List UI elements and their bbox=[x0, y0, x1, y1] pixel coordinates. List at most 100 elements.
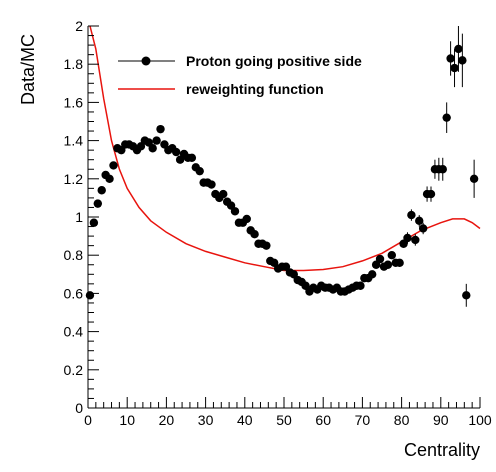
data-point bbox=[395, 258, 404, 268]
point-marker bbox=[407, 210, 416, 220]
y-tick-label: 0.8 bbox=[64, 247, 84, 263]
data-point bbox=[356, 281, 365, 290]
data-point bbox=[250, 229, 259, 239]
y-tick-label: 2 bbox=[75, 18, 83, 34]
series-line-reweighting-function bbox=[89, 25, 481, 272]
axes-layer: 0 10 20 30 40 50 60 70 80 90 100 0 0.2 0.4 0.6 0.8 1 1.2 1… bbox=[64, 18, 492, 428]
point-marker bbox=[438, 165, 447, 174]
data-point bbox=[368, 270, 377, 279]
point-marker bbox=[383, 260, 393, 269]
data-point bbox=[407, 209, 416, 221]
point-marker bbox=[187, 153, 197, 162]
data-point bbox=[187, 153, 197, 162]
point-marker bbox=[89, 218, 99, 227]
point-marker bbox=[172, 147, 181, 157]
data-point bbox=[426, 186, 436, 202]
point-marker bbox=[418, 224, 428, 233]
legend: Proton going positive side reweighting f… bbox=[118, 53, 362, 97]
data-point bbox=[446, 41, 455, 76]
point-marker bbox=[458, 56, 467, 65]
point-marker bbox=[148, 144, 157, 153]
data-point bbox=[230, 207, 240, 216]
x-tick-label: 0 bbox=[84, 412, 92, 428]
legend-label-reweighting: reweighting function bbox=[186, 81, 324, 97]
data-point bbox=[383, 260, 393, 269]
point-marker bbox=[446, 54, 455, 63]
data-point bbox=[469, 159, 479, 198]
data-point bbox=[148, 144, 157, 153]
y-tick-label: 1.6 bbox=[64, 94, 84, 110]
point-marker bbox=[375, 254, 385, 264]
y-tick-label: 1.8 bbox=[64, 56, 84, 72]
point-marker bbox=[152, 136, 161, 145]
point-marker bbox=[368, 270, 377, 279]
data-point bbox=[454, 26, 463, 72]
point-marker bbox=[156, 124, 165, 134]
y-tick-label: 0.4 bbox=[64, 324, 84, 340]
point-marker bbox=[403, 233, 412, 243]
point-marker bbox=[387, 251, 396, 260]
point-marker bbox=[93, 199, 103, 208]
point-marker bbox=[415, 216, 424, 226]
data-point bbox=[85, 291, 95, 300]
point-marker bbox=[250, 229, 259, 239]
data-point bbox=[219, 189, 228, 199]
data-point bbox=[156, 124, 165, 134]
point-marker bbox=[230, 207, 240, 216]
y-tick-label: 1.2 bbox=[64, 171, 84, 187]
point-marker bbox=[450, 63, 459, 73]
data-point bbox=[403, 232, 412, 244]
point-marker bbox=[97, 186, 106, 195]
data-point bbox=[442, 102, 451, 133]
data-layer bbox=[85, 25, 481, 307]
data-point bbox=[375, 254, 385, 264]
point-marker bbox=[242, 214, 251, 224]
x-tick-label: 70 bbox=[355, 412, 371, 428]
data-point bbox=[105, 174, 114, 183]
point-marker bbox=[462, 291, 471, 300]
y-tick-label: 0 bbox=[75, 400, 83, 416]
y-tick-label: 1 bbox=[75, 209, 83, 225]
data-point bbox=[97, 186, 106, 195]
data-point bbox=[462, 283, 471, 307]
point-marker bbox=[411, 235, 420, 245]
y-tick-label: 0.2 bbox=[64, 362, 84, 378]
data-point bbox=[89, 218, 99, 227]
point-marker bbox=[469, 174, 479, 183]
x-tick-label: 90 bbox=[433, 412, 449, 428]
data-point bbox=[93, 199, 103, 208]
point-marker bbox=[262, 241, 271, 250]
data-point bbox=[450, 48, 459, 88]
point-marker bbox=[395, 258, 404, 268]
data-point bbox=[418, 222, 428, 235]
data-point bbox=[387, 251, 396, 260]
x-tick-label: 20 bbox=[159, 412, 175, 428]
point-marker bbox=[219, 189, 228, 199]
data-point bbox=[458, 33, 467, 88]
y-tick-label: 0.6 bbox=[64, 285, 84, 301]
point-marker bbox=[109, 161, 118, 170]
point-marker bbox=[207, 180, 216, 189]
data-point bbox=[109, 161, 118, 170]
legend-marker-proton bbox=[141, 56, 151, 66]
x-tick-label: 50 bbox=[276, 412, 292, 428]
data-point bbox=[152, 136, 161, 145]
x-tick-label: 30 bbox=[198, 412, 214, 428]
point-marker bbox=[454, 44, 463, 54]
x-tick-label: 60 bbox=[315, 412, 331, 428]
data-point bbox=[195, 166, 204, 176]
y-tick-label: 1.4 bbox=[64, 133, 84, 149]
point-marker bbox=[356, 281, 365, 290]
legend-label-proton: Proton going positive side bbox=[186, 53, 362, 69]
data-point bbox=[438, 157, 447, 181]
data-point bbox=[242, 214, 251, 224]
point-marker bbox=[442, 113, 451, 122]
y-axis-title: Data/MC bbox=[18, 34, 38, 105]
x-tick-label: 10 bbox=[119, 412, 135, 428]
x-axis-title: Centrality bbox=[404, 440, 480, 460]
point-marker bbox=[85, 291, 95, 300]
x-tick-label: 80 bbox=[394, 412, 410, 428]
point-marker bbox=[105, 174, 114, 183]
data-point bbox=[415, 215, 424, 227]
